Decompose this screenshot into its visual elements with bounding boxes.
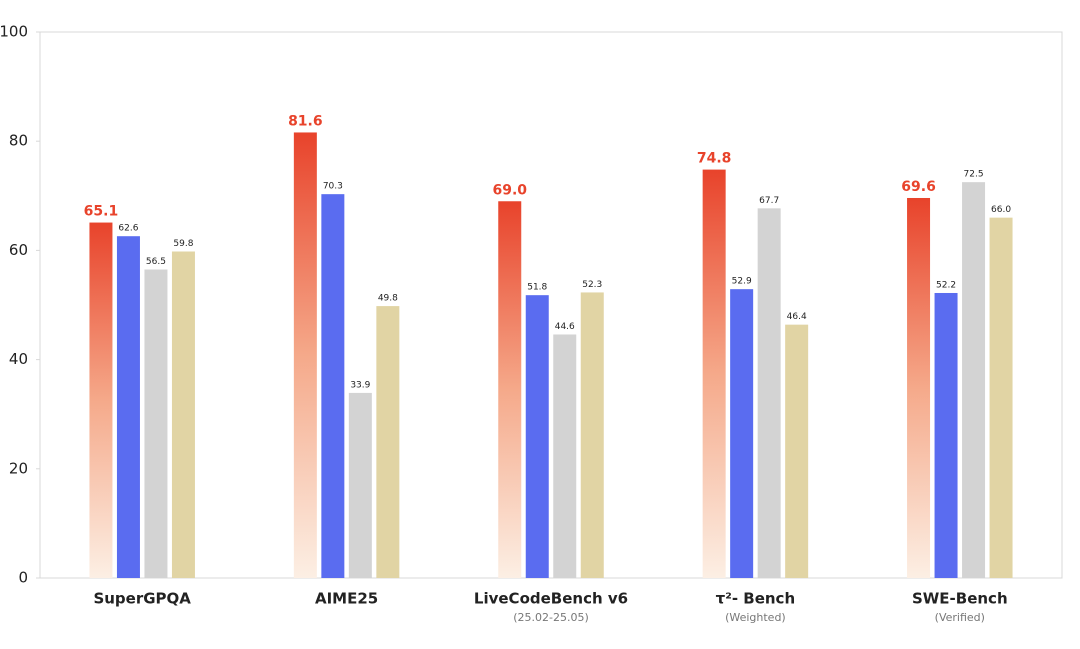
value-label: 33.9 [350,380,370,390]
value-label: 49.8 [378,294,398,304]
bar [934,292,958,578]
x-tick-label: τ²- Bench [716,590,795,608]
value-label: 72.5 [964,170,984,180]
value-label: 67.7 [759,196,779,206]
x-tick-sublabel: (25.02-25.05) [513,611,589,624]
bar [553,334,577,578]
x-tick-label: AIME25 [315,590,378,608]
bar [730,289,754,578]
y-tick-label: 20 [9,459,28,477]
bar [171,251,195,578]
bar [962,182,986,578]
value-label: 51.8 [527,283,547,293]
bar [498,201,522,578]
y-tick-label: 100 [0,23,28,41]
value-label: 62.6 [118,224,138,234]
value-label: 56.5 [146,257,166,267]
y-tick-label: 40 [9,350,28,368]
bar [321,194,345,579]
value-label: 52.2 [936,280,956,290]
value-label: 44.6 [555,322,575,332]
bar [525,295,549,578]
bar [580,292,604,578]
value-label: 52.9 [732,277,752,287]
bar [702,169,726,579]
value-label: 74.8 [697,151,732,167]
x-tick-label: LiveCodeBench v6 [474,590,628,608]
value-label: 69.6 [901,179,936,195]
bar [757,208,781,578]
bar [989,217,1013,578]
value-label: 81.6 [288,113,323,129]
value-label: 46.4 [787,312,807,322]
bar [376,306,400,578]
bar [348,392,372,578]
value-label: 66.0 [991,205,1011,215]
value-label: 65.1 [84,204,119,220]
value-label: 70.3 [323,182,343,192]
y-tick-label: 0 [18,569,28,587]
x-tick-label: SuperGPQA [93,590,191,608]
x-tick-sublabel: (Verified) [935,611,985,624]
bar [785,324,809,578]
bar [116,236,140,579]
y-tick-label: 60 [9,241,28,259]
bar [293,132,317,579]
bar [89,222,113,578]
value-label: 52.3 [582,280,602,290]
value-label: 69.0 [492,182,527,198]
bar [907,197,931,578]
x-tick-sublabel: (Weighted) [725,611,786,624]
x-tick-label: SWE-Bench [912,590,1008,608]
value-label: 59.8 [173,239,193,249]
bar [144,269,168,578]
plot-frame [39,31,1063,579]
y-tick-label: 80 [9,132,28,150]
